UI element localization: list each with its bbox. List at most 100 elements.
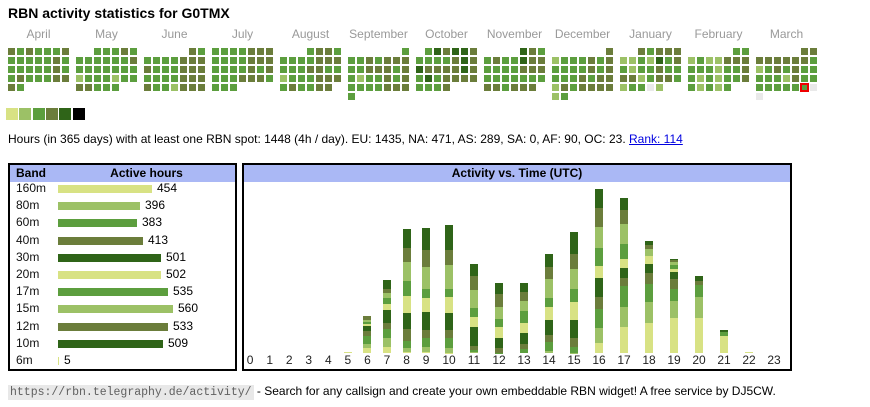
day-cell[interactable] xyxy=(248,75,255,82)
day-cell[interactable] xyxy=(62,75,69,82)
day-cell[interactable] xyxy=(706,57,713,64)
day-cell[interactable] xyxy=(130,57,137,64)
day-cell[interactable] xyxy=(484,66,491,73)
day-cell[interactable] xyxy=(298,84,305,91)
day-cell[interactable] xyxy=(674,57,681,64)
day-cell[interactable] xyxy=(529,66,536,73)
day-cell[interactable] xyxy=(402,84,409,91)
day-cell[interactable] xyxy=(470,48,477,55)
day-cell[interactable] xyxy=(316,75,323,82)
day-cell[interactable] xyxy=(180,75,187,82)
day-cell[interactable] xyxy=(470,75,477,82)
day-cell[interactable] xyxy=(529,48,536,55)
day-cell[interactable] xyxy=(538,48,545,55)
day-cell[interactable] xyxy=(774,75,781,82)
day-cell[interactable] xyxy=(715,75,722,82)
day-cell[interactable] xyxy=(588,84,595,91)
day-cell[interactable] xyxy=(579,57,586,64)
day-cell[interactable] xyxy=(511,75,518,82)
day-cell[interactable] xyxy=(153,75,160,82)
day-cell[interactable] xyxy=(8,75,15,82)
day-cell[interactable] xyxy=(94,84,101,91)
day-cell[interactable] xyxy=(162,84,169,91)
activity-bar-12[interactable] xyxy=(495,282,503,353)
day-cell[interactable] xyxy=(425,66,432,73)
day-cell[interactable] xyxy=(334,66,341,73)
day-cell[interactable] xyxy=(783,57,790,64)
day-cell[interactable] xyxy=(502,75,509,82)
day-cell[interactable] xyxy=(366,66,373,73)
day-cell[interactable] xyxy=(629,84,636,91)
day-cell[interactable] xyxy=(85,57,92,64)
day-cell[interactable] xyxy=(552,66,559,73)
day-cell[interactable] xyxy=(783,75,790,82)
day-cell[interactable] xyxy=(570,75,577,82)
day-cell[interactable] xyxy=(384,57,391,64)
day-cell[interactable] xyxy=(212,48,219,55)
day-cell[interactable] xyxy=(348,93,355,100)
day-cell[interactable] xyxy=(112,84,119,91)
day-cell[interactable] xyxy=(402,66,409,73)
day-cell[interactable] xyxy=(561,57,568,64)
day-cell[interactable] xyxy=(334,57,341,64)
day-cell[interactable] xyxy=(493,75,500,82)
day-cell[interactable] xyxy=(715,66,722,73)
day-cell[interactable] xyxy=(434,66,441,73)
day-cell[interactable] xyxy=(35,57,42,64)
day-cell[interactable] xyxy=(375,75,382,82)
day-cell[interactable] xyxy=(171,75,178,82)
day-cell[interactable] xyxy=(17,75,24,82)
day-cell[interactable] xyxy=(121,48,128,55)
day-cell[interactable] xyxy=(348,75,355,82)
day-cell[interactable] xyxy=(26,66,33,73)
day-cell[interactable] xyxy=(393,57,400,64)
activity-bar-11[interactable] xyxy=(470,264,478,353)
day-cell[interactable] xyxy=(221,57,228,64)
day-cell[interactable] xyxy=(221,84,228,91)
day-cell[interactable] xyxy=(85,84,92,91)
day-cell[interactable] xyxy=(665,48,672,55)
day-cell[interactable] xyxy=(620,57,627,64)
day-cell[interactable] xyxy=(765,84,772,91)
day-cell[interactable] xyxy=(230,48,237,55)
day-cell[interactable] xyxy=(724,57,731,64)
day-cell[interactable] xyxy=(674,75,681,82)
day-cell[interactable] xyxy=(171,84,178,91)
day-cell[interactable] xyxy=(94,66,101,73)
day-cell[interactable] xyxy=(656,48,663,55)
day-cell[interactable] xyxy=(742,66,749,73)
day-cell[interactable] xyxy=(697,66,704,73)
day-cell[interactable] xyxy=(452,48,459,55)
day-cell[interactable] xyxy=(552,84,559,91)
day-cell[interactable] xyxy=(298,66,305,73)
day-cell[interactable] xyxy=(316,57,323,64)
day-cell[interactable] xyxy=(756,75,763,82)
day-cell[interactable] xyxy=(130,75,137,82)
day-cell[interactable] xyxy=(538,57,545,64)
day-cell[interactable] xyxy=(393,84,400,91)
day-cell[interactable] xyxy=(606,66,613,73)
day-cell[interactable] xyxy=(443,66,450,73)
day-cell[interactable] xyxy=(180,66,187,73)
day-cell[interactable] xyxy=(44,66,51,73)
activity-bar-5[interactable] xyxy=(343,351,352,353)
day-cell[interactable] xyxy=(688,66,695,73)
day-cell[interactable] xyxy=(733,48,740,55)
day-cell[interactable] xyxy=(688,84,695,91)
day-cell[interactable] xyxy=(248,48,255,55)
day-cell[interactable] xyxy=(647,48,654,55)
day-cell[interactable] xyxy=(153,66,160,73)
day-cell[interactable] xyxy=(792,84,799,91)
activity-bar-17[interactable] xyxy=(620,197,628,353)
day-cell[interactable] xyxy=(198,75,205,82)
activity-bar-10[interactable] xyxy=(445,224,453,353)
day-cell[interactable] xyxy=(280,75,287,82)
day-cell[interactable] xyxy=(443,57,450,64)
day-cell[interactable] xyxy=(792,66,799,73)
day-cell[interactable] xyxy=(289,75,296,82)
day-cell[interactable] xyxy=(629,57,636,64)
day-cell[interactable] xyxy=(416,84,423,91)
day-cell[interactable] xyxy=(112,57,119,64)
day-cell[interactable] xyxy=(307,48,314,55)
day-cell[interactable] xyxy=(520,57,527,64)
